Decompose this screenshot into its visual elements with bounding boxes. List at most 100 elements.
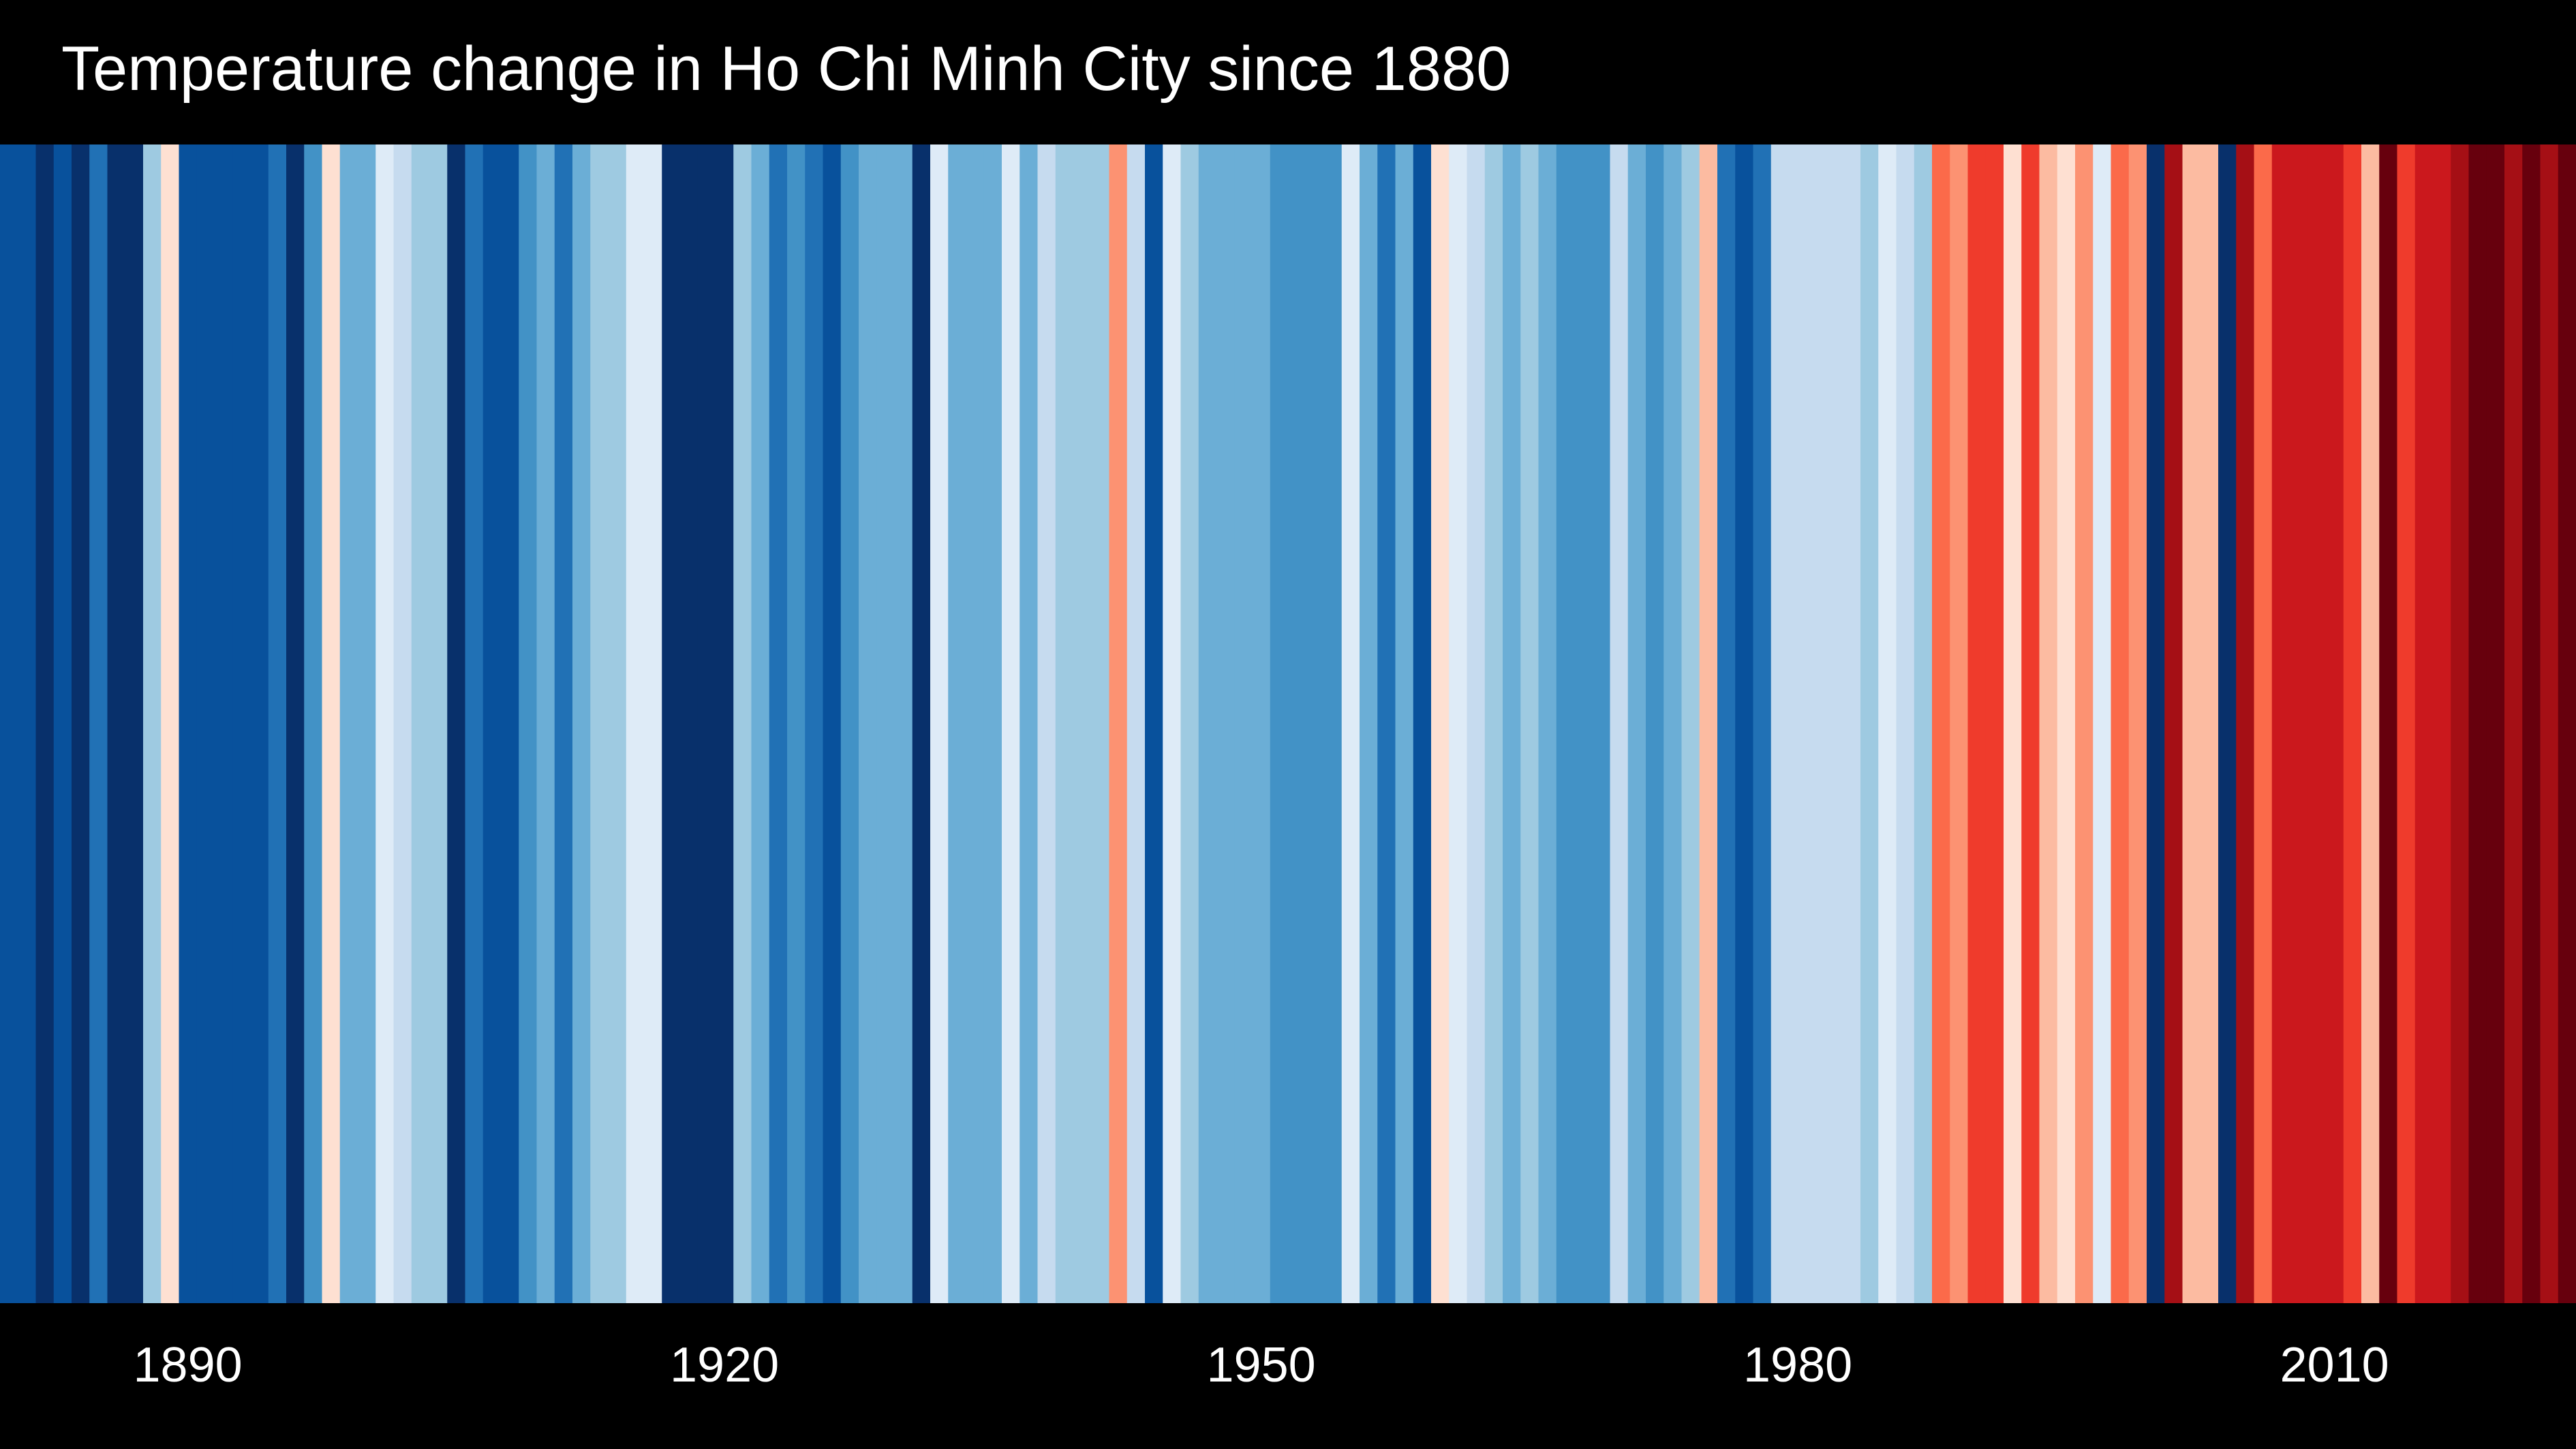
stripe-1931 — [912, 144, 931, 1303]
stripe-1989 — [1950, 144, 1969, 1303]
stripe-1985 — [1878, 144, 1897, 1303]
stripe-1947 — [1198, 144, 1217, 1303]
stripe-2014 — [2397, 144, 2416, 1303]
stripe-1974 — [1681, 144, 1700, 1303]
stripe-1912 — [572, 144, 591, 1303]
stripe-1889 — [161, 144, 180, 1303]
stripe-2016 — [2433, 144, 2451, 1303]
stripe-2013 — [2379, 144, 2398, 1303]
stripe-1976 — [1717, 144, 1736, 1303]
stripe-1981 — [1807, 144, 1826, 1303]
stripe-1957 — [1377, 144, 1396, 1303]
stripe-1965 — [1520, 144, 1539, 1303]
stripe-1948 — [1216, 144, 1235, 1303]
stripe-1953 — [1306, 144, 1325, 1303]
stripe-1971 — [1627, 144, 1646, 1303]
stripe-1884 — [72, 144, 90, 1303]
stripe-1940 — [1073, 144, 1092, 1303]
stripe-1902 — [393, 144, 412, 1303]
stripe-2002 — [2182, 144, 2201, 1303]
stripe-1978 — [1753, 144, 1772, 1303]
stripe-1881 — [18, 144, 37, 1303]
stripe-2008 — [2290, 144, 2308, 1303]
stripe-1906 — [465, 144, 484, 1303]
stripe-2021 — [2522, 144, 2541, 1303]
stripe-1988 — [1932, 144, 1950, 1303]
stripe-1891 — [196, 144, 215, 1303]
stripe-1977 — [1735, 144, 1754, 1303]
stripe-1908 — [501, 144, 519, 1303]
stripe-1898 — [322, 144, 341, 1303]
stripe-1919 — [697, 144, 716, 1303]
stripe-1956 — [1360, 144, 1378, 1303]
stripe-1907 — [482, 144, 502, 1303]
stripe-1945 — [1163, 144, 1182, 1303]
stripe-1933 — [948, 144, 967, 1303]
stripe-2003 — [2200, 144, 2219, 1303]
stripe-1962 — [1467, 144, 1486, 1303]
stripe-1923 — [769, 144, 788, 1303]
stripe-1914 — [608, 144, 627, 1303]
stripe-1938 — [1037, 144, 1056, 1303]
stripe-1942 — [1109, 144, 1128, 1303]
stripe-1949 — [1234, 144, 1253, 1303]
stripes-plot-area — [0, 144, 2576, 1303]
stripe-1935 — [983, 144, 1002, 1303]
stripe-2012 — [2361, 144, 2380, 1303]
stripe-1932 — [930, 144, 949, 1303]
stripe-1899 — [339, 144, 358, 1303]
stripe-2020 — [2504, 144, 2523, 1303]
x-tick-label-2010: 2010 — [2280, 1338, 2389, 1392]
stripe-1882 — [35, 144, 55, 1303]
stripe-1926 — [823, 144, 842, 1303]
stripe-2018 — [2468, 144, 2487, 1303]
stripe-1922 — [751, 144, 770, 1303]
stripe-1991 — [1985, 144, 2004, 1303]
stripe-1896 — [286, 144, 305, 1303]
stripe-1973 — [1663, 144, 1683, 1303]
stripe-1982 — [1824, 144, 1843, 1303]
x-tick-label-1890: 1890 — [134, 1338, 243, 1392]
stripe-1995 — [2057, 144, 2076, 1303]
stripe-2009 — [2307, 144, 2327, 1303]
stripe-1968 — [1574, 144, 1593, 1303]
x-tick-label-1920: 1920 — [670, 1338, 779, 1392]
stripe-1921 — [733, 144, 752, 1303]
stripe-1883 — [53, 144, 72, 1303]
stripe-1910 — [536, 144, 555, 1303]
stripe-1887 — [125, 144, 144, 1303]
x-axis: 1890 1920 1950 1980 2010 — [134, 1338, 2389, 1392]
stripe-1886 — [107, 144, 126, 1303]
stripe-1959 — [1413, 144, 1432, 1303]
stripe-1946 — [1180, 144, 1199, 1303]
stripe-1890 — [179, 144, 198, 1303]
stripe-1924 — [787, 144, 806, 1303]
stripe-2017 — [2451, 144, 2470, 1303]
stripe-1955 — [1341, 144, 1360, 1303]
stripe-1960 — [1431, 144, 1450, 1303]
stripe-2004 — [2218, 144, 2237, 1303]
stripe-2001 — [2164, 144, 2183, 1303]
stripe-1916 — [644, 144, 662, 1303]
stripe-1964 — [1503, 144, 1521, 1303]
stripe-2019 — [2486, 144, 2505, 1303]
stripe-1992 — [2004, 144, 2022, 1303]
stripe-1929 — [876, 144, 895, 1303]
stripe-1897 — [304, 144, 323, 1303]
stripe-2006 — [2254, 144, 2273, 1303]
stripe-1999 — [2128, 144, 2147, 1303]
stripe-1911 — [554, 144, 573, 1303]
stripe-1967 — [1556, 144, 1575, 1303]
stripe-1893 — [232, 144, 251, 1303]
stripe-2022 — [2540, 144, 2559, 1303]
stripe-2007 — [2271, 144, 2290, 1303]
stripe-1986 — [1896, 144, 1915, 1303]
stripe-2023 — [2558, 144, 2576, 1303]
stripe-1880 — [0, 144, 18, 1303]
stripe-1980 — [1789, 144, 1807, 1303]
stripe-1983 — [1842, 144, 1861, 1303]
stripe-1958 — [1395, 144, 1414, 1303]
stripe-2010 — [2325, 144, 2344, 1303]
stripe-1987 — [1914, 144, 1933, 1303]
